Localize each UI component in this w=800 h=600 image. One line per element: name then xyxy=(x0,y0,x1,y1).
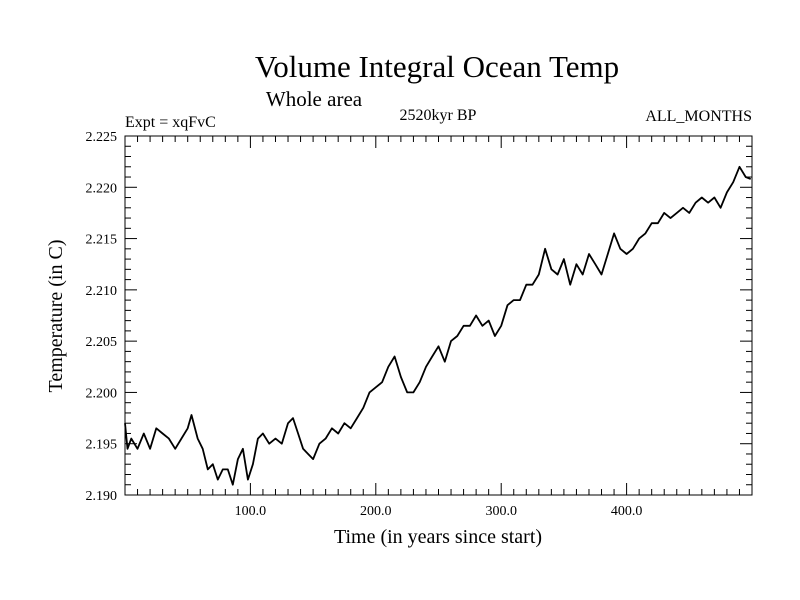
y-tick-label: 2.190 xyxy=(86,489,118,504)
y-tick-label: 2.195 xyxy=(86,438,118,453)
y-tick-label: 2.210 xyxy=(86,284,118,299)
y-tick-label: 2.225 xyxy=(86,130,118,145)
months-label: ALL_MONTHS xyxy=(645,108,752,125)
x-tick-label: 300.0 xyxy=(485,504,517,519)
x-tick-label: 100.0 xyxy=(235,504,267,519)
chart-subtitle: Whole area xyxy=(266,87,363,111)
x-axis-label: Time (in years since start) xyxy=(334,526,542,548)
y-tick-label: 2.220 xyxy=(86,181,118,196)
y-tick-label: 2.200 xyxy=(86,386,118,401)
plot-frame xyxy=(124,135,753,496)
x-tick-label: 200.0 xyxy=(360,504,392,519)
axis-ticks xyxy=(125,136,752,495)
y-tick-label: 2.205 xyxy=(86,335,118,350)
chart-title: Volume Integral Ocean Temp xyxy=(255,49,619,84)
series-line xyxy=(124,165,752,486)
tick-labels: 100.0 200.0 300.0 400.0 2.190 2.195 2.200 2.205… xyxy=(86,130,643,519)
experiment-label: Expt = xqFvC xyxy=(125,114,216,131)
y-tick-label: 2.215 xyxy=(86,233,118,248)
y-axis-label: Temperature (in C) xyxy=(45,240,67,393)
x-tick-label: 400.0 xyxy=(611,504,643,519)
period-label: 2520kyr BP xyxy=(400,107,477,124)
